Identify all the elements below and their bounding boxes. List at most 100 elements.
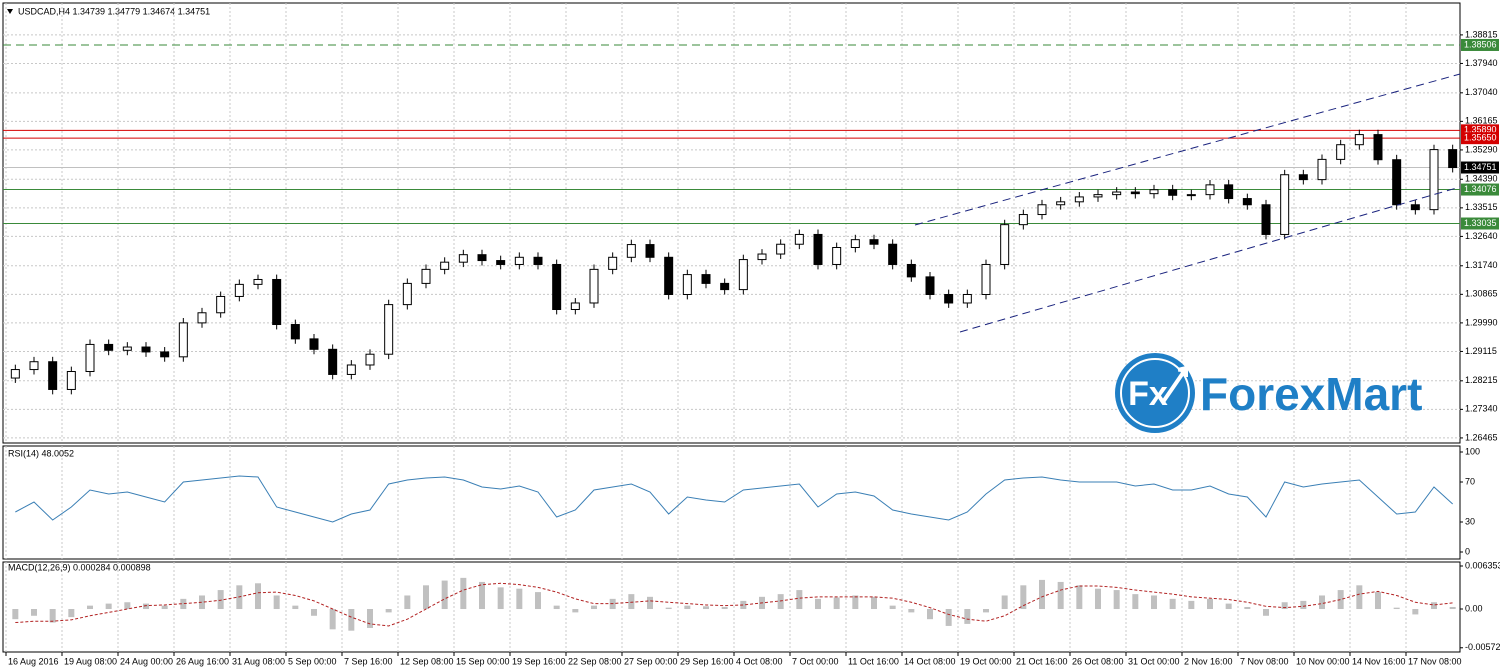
macd-bar	[1244, 606, 1251, 610]
macd-bar	[927, 609, 933, 620]
candle-body	[496, 260, 506, 265]
y-tick-label: -0.005726	[1465, 642, 1500, 652]
macd-bar	[721, 606, 728, 610]
macd-bar	[833, 597, 840, 610]
macd-pane	[2, 561, 1461, 653]
x-tick-label: 24 Aug 00:00	[120, 656, 173, 666]
y-tick-label: 1.32640	[1465, 231, 1498, 241]
macd-bar	[945, 609, 952, 626]
candle-body	[869, 239, 879, 245]
candle-body	[234, 283, 244, 297]
candle-body	[104, 343, 114, 351]
macd-bar	[1057, 581, 1064, 610]
y-tick-label: 1.27340	[1465, 404, 1498, 414]
macd-bar	[1300, 600, 1307, 610]
macd-bar	[777, 594, 784, 610]
rsi-line	[15, 475, 1454, 523]
macd-bar	[1337, 590, 1344, 610]
candle-body	[664, 256, 674, 295]
level-label: 1.35650	[1464, 133, 1497, 143]
level-label: 1.38506	[1464, 39, 1497, 49]
candle-body	[1168, 189, 1178, 196]
macd-bar	[647, 596, 653, 610]
level-tag	[1461, 161, 1499, 174]
y-tick-label: 100	[1465, 446, 1480, 456]
logo-ring	[1120, 358, 1190, 428]
candle-body	[720, 282, 730, 291]
x-tick-label: 7 Sep 16:00	[344, 656, 393, 666]
macd-bar	[1225, 603, 1232, 610]
macd-signal	[15, 582, 1453, 627]
candle-body	[160, 351, 170, 358]
indicator-title: RSI(14) 48.0052	[8, 448, 74, 458]
macd-bar	[1319, 595, 1325, 610]
x-tick-label: 2 Nov 16:00	[1184, 656, 1233, 666]
channel-lower	[959, 186, 1461, 333]
macd-bar	[1095, 588, 1101, 610]
price-pane	[2, 2, 1461, 444]
candle-body	[1429, 149, 1439, 211]
x-tick-label: 17 Nov 08:00	[1408, 656, 1462, 666]
level-tag	[1461, 38, 1499, 51]
candle-body	[458, 254, 468, 263]
candle-body	[1354, 134, 1364, 146]
macd-bar	[1431, 602, 1437, 610]
candle-body	[514, 256, 524, 265]
x-tick-label: 26 Oct 08:00	[1072, 656, 1124, 666]
macd-bar	[684, 605, 691, 610]
macd-bar	[908, 609, 915, 613]
macd-bar	[460, 577, 467, 610]
macd-bar	[1151, 595, 1157, 610]
macd-bar	[143, 603, 149, 610]
candle-body	[290, 324, 300, 340]
macd-bar	[497, 587, 504, 610]
macd-bar	[292, 605, 299, 610]
macd-bar	[49, 609, 56, 623]
x-tick-label: 12 Sep 08:00	[400, 656, 454, 666]
macd-bar	[385, 609, 392, 613]
macd-bar	[1020, 585, 1027, 610]
candle-body	[1298, 174, 1308, 181]
candle-body	[253, 278, 263, 285]
candle-body	[178, 322, 188, 358]
y-tick-label: 1.37940	[1465, 58, 1498, 68]
candle-body	[1392, 159, 1402, 206]
candle-body	[402, 282, 412, 306]
rsi-pane	[2, 445, 1461, 560]
x-tick-label: 14 Oct 08:00	[904, 656, 956, 666]
y-tick-label: 1.28215	[1465, 375, 1498, 385]
candle-body	[1130, 191, 1140, 195]
x-tick-label: 15 Sep 00:00	[456, 656, 510, 666]
logo-arrow	[1161, 365, 1188, 404]
y-tick-label: 30	[1465, 516, 1475, 526]
candle-body	[122, 346, 132, 351]
macd-bar	[199, 595, 205, 610]
macd-bar	[665, 607, 672, 610]
macd-bar	[180, 598, 187, 610]
macd-bar	[1263, 609, 1269, 616]
macd-bar	[1169, 598, 1176, 610]
logo-circle	[1115, 353, 1195, 433]
level-tag	[1461, 132, 1499, 145]
candle-body	[1000, 224, 1010, 265]
macd-bar	[1188, 600, 1195, 610]
candle-body	[1373, 134, 1383, 161]
macd-bar	[348, 609, 355, 631]
y-tick-label: 1.37040	[1465, 87, 1498, 97]
candle-body	[757, 253, 767, 261]
x-tick-label: 14 Nov 16:00	[1352, 656, 1406, 666]
y-tick-label: 0.00	[1465, 603, 1483, 613]
macd-bar	[852, 595, 859, 610]
macd-bar	[964, 609, 971, 624]
macd-bar	[871, 596, 877, 610]
y-tick-label: 0.006353	[1465, 560, 1500, 570]
macd-bar	[124, 602, 131, 610]
macd-bar	[255, 583, 261, 610]
candle-body	[1224, 184, 1234, 200]
macd-bar	[535, 592, 541, 610]
candle-body	[477, 254, 487, 262]
candle-body	[440, 261, 450, 270]
macd-bar	[441, 580, 448, 610]
macd-bar	[329, 609, 336, 630]
